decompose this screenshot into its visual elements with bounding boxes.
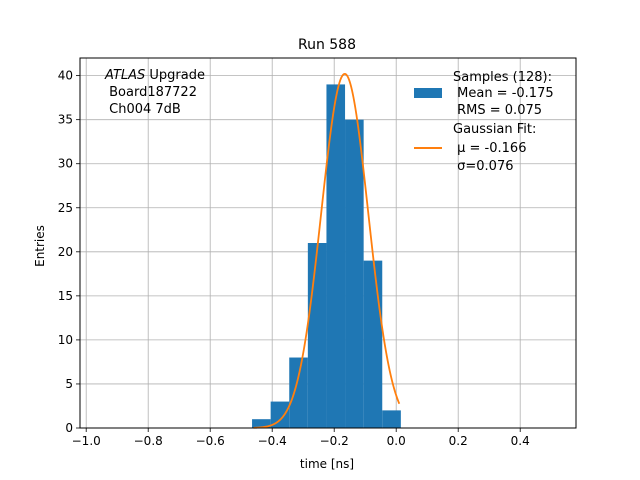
histogram-bar — [289, 357, 308, 428]
x-axis-ticks: −1.0 −0.8 −0.6 −0.4 −0.2 0.0 0.2 0.4 — [72, 428, 530, 448]
gaussian-fit-curve — [253, 72, 401, 429]
atlas-annotation: ATLAS Upgrade Board187722 Ch004 7dB — [104, 68, 205, 117]
legend: Samples (128): Mean = -0.175 RMS = 0.075… — [414, 70, 554, 174]
x-tick-label: −0.4 — [258, 434, 287, 448]
x-tick-label: −0.6 — [196, 434, 225, 448]
x-tick-label: −1.0 — [72, 434, 101, 448]
legend-samples-line-1: Samples (128): — [453, 70, 552, 85]
x-tick-label: −0.8 — [134, 434, 163, 448]
histogram-bars — [252, 84, 401, 429]
x-tick-label: 0.4 — [511, 434, 530, 448]
annotation-line-1: ATLAS Upgrade — [104, 68, 205, 83]
y-tick-label: 15 — [58, 289, 73, 303]
histogram-bar — [326, 84, 346, 428]
annotation-channel: Ch004 7dB — [105, 102, 181, 117]
y-tick-label: 25 — [58, 201, 73, 215]
x-axis-label: time [ns] — [300, 457, 354, 471]
histogram-bar — [382, 410, 401, 428]
y-tick-label: 30 — [58, 157, 73, 171]
x-tick-label: −0.2 — [320, 434, 349, 448]
legend-fit-line-3: σ=0.076 — [453, 159, 513, 174]
y-tick-label: 20 — [58, 245, 73, 259]
plot-frame — [79, 57, 577, 429]
y-tick-label: 35 — [58, 113, 73, 127]
legend-swatch-samples — [414, 88, 442, 98]
annotation-board: Board187722 — [105, 85, 197, 100]
x-tick-label: 0.0 — [387, 434, 406, 448]
histogram-bar — [252, 419, 271, 428]
x-tick-label: 0.2 — [449, 434, 468, 448]
histogram-bar — [363, 260, 383, 428]
legend-fit-line-1: Gaussian Fit: — [453, 122, 536, 137]
histogram-bar — [345, 119, 364, 429]
legend-samples-line-2: Mean = -0.175 — [453, 86, 554, 101]
y-axis-ticks: 0 5 10 15 20 25 30 35 40 — [58, 69, 80, 435]
histogram-bar — [307, 243, 327, 428]
y-tick-label: 10 — [58, 333, 73, 347]
legend-fit-line-2: μ = -0.166 — [453, 141, 526, 156]
y-tick-label: 40 — [58, 69, 73, 83]
y-axis-label: Entries — [33, 225, 47, 267]
legend-samples-line-3: RMS = 0.075 — [453, 103, 542, 118]
annotation-atlas: ATLAS — [104, 68, 145, 83]
histogram-bar — [270, 401, 290, 428]
annotation-upgrade: Upgrade — [145, 68, 205, 83]
y-tick-label: 0 — [65, 421, 73, 435]
fit-curve-group — [253, 72, 401, 429]
y-tick-label: 5 — [65, 377, 73, 391]
chart-title: Run 588 — [298, 37, 356, 53]
